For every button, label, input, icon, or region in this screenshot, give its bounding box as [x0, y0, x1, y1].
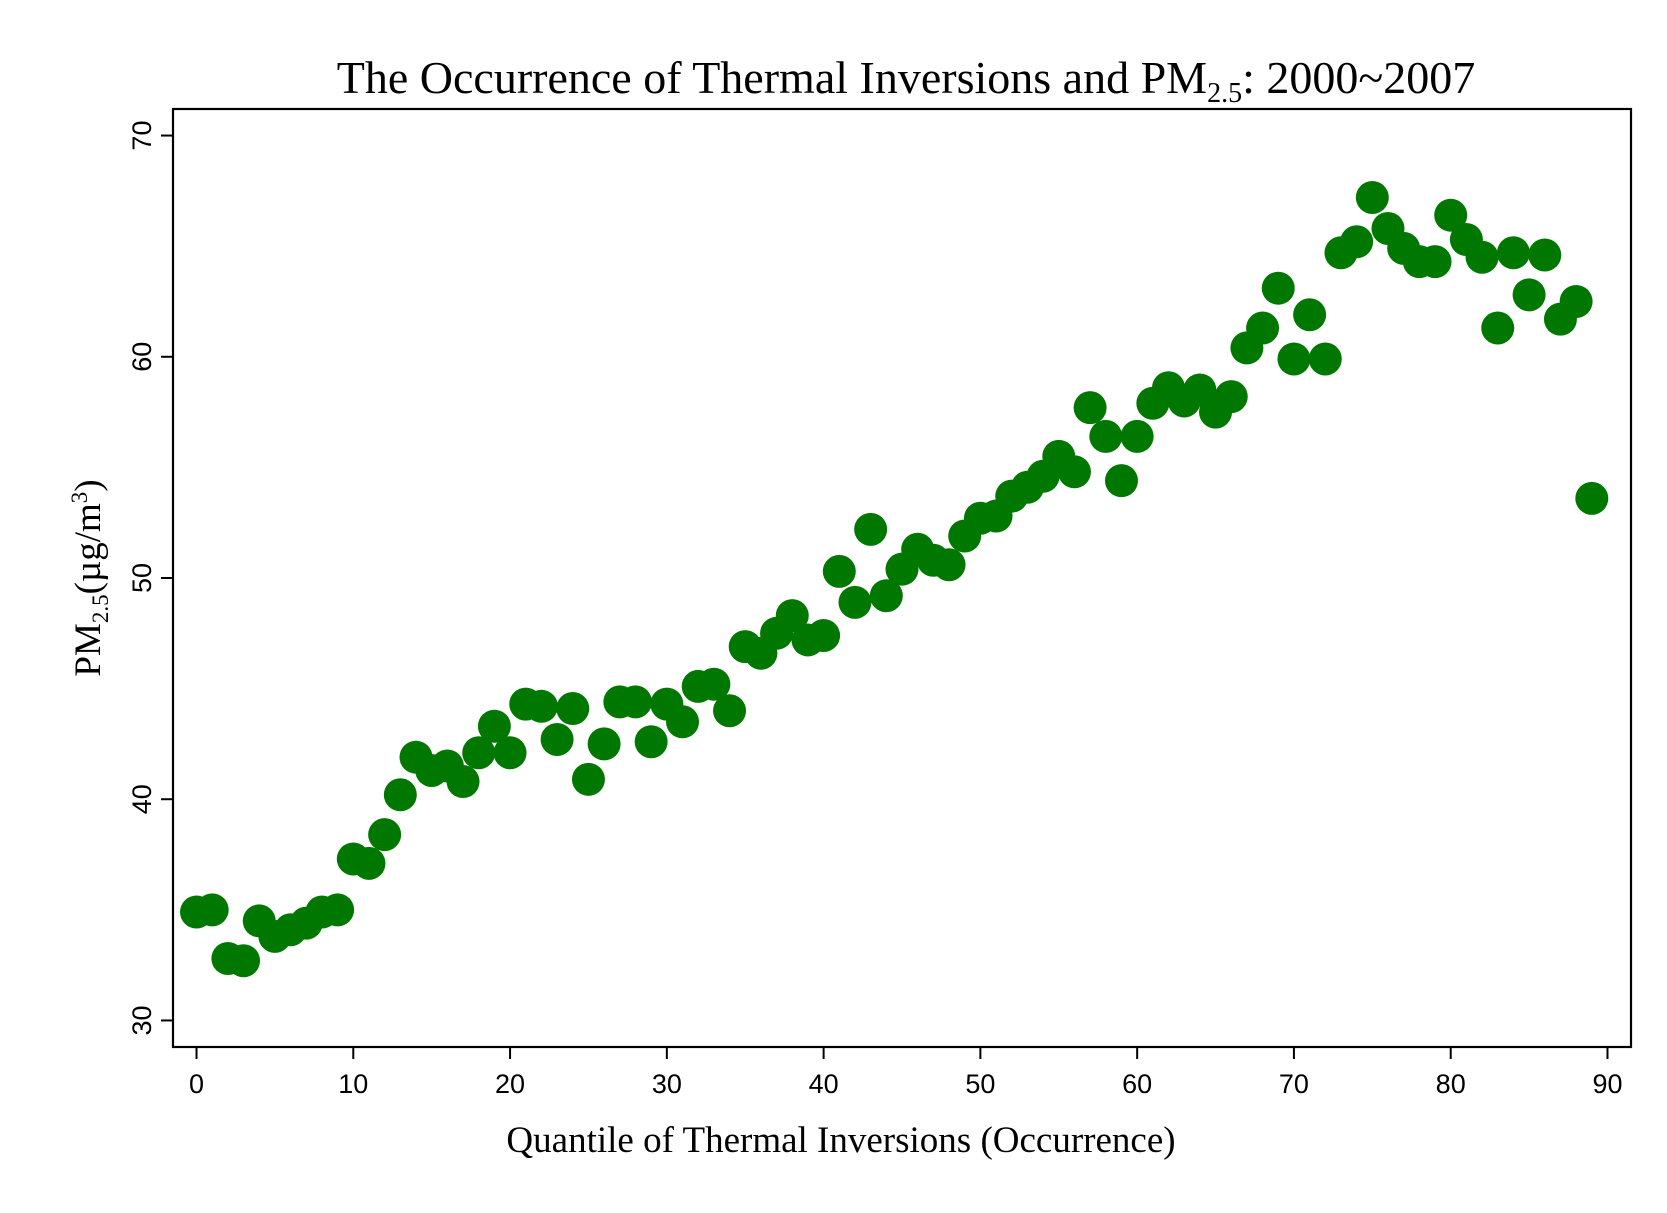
- data-point: [368, 818, 402, 852]
- y-tick-label: 70: [127, 121, 157, 151]
- data-point: [1308, 342, 1342, 376]
- data-point: [618, 685, 652, 719]
- data-point: [1465, 240, 1499, 274]
- data-point: [807, 619, 841, 653]
- data-point: [1481, 311, 1515, 345]
- data-point: [1355, 180, 1389, 214]
- y-tick-label: 60: [127, 342, 157, 372]
- data-point: [1293, 298, 1327, 332]
- data-point: [540, 722, 574, 756]
- data-point: [1073, 391, 1107, 425]
- data-point: [1575, 481, 1609, 515]
- data-point: [462, 736, 496, 770]
- data-point: [1418, 245, 1452, 279]
- y-axis: 30 40 50 60 70: [127, 121, 173, 1035]
- data-point: [1120, 419, 1154, 453]
- data-point: [697, 667, 731, 701]
- y-tick-label: 40: [127, 784, 157, 814]
- x-tick-label: 50: [965, 1069, 995, 1099]
- x-tick-label: 80: [1436, 1069, 1466, 1099]
- y-tick-label: 30: [127, 1005, 157, 1035]
- data-point: [932, 548, 966, 582]
- data-point: [838, 585, 872, 619]
- data-point: [1496, 236, 1530, 270]
- data-point: [1261, 271, 1295, 305]
- x-tick-label: 60: [1122, 1069, 1152, 1099]
- x-axis-label: Quantile of Thermal Inversions (Occurren…: [506, 1120, 1175, 1161]
- data-point: [352, 846, 386, 880]
- chart-title: The Occurrence of Thermal Inversions and…: [337, 52, 1475, 109]
- x-tick-label: 90: [1592, 1069, 1622, 1099]
- y-tick-label: 50: [127, 563, 157, 593]
- data-point: [822, 554, 856, 588]
- data-point: [1340, 225, 1374, 259]
- x-tick-label: 30: [652, 1069, 682, 1099]
- data-point: [227, 944, 261, 978]
- data-point: [383, 778, 417, 812]
- y-axis-label: PM2.5(µg/m3): [67, 479, 113, 676]
- data-point: [1246, 311, 1280, 345]
- data-point: [524, 689, 558, 723]
- data-point: [321, 893, 355, 927]
- data-point: [571, 762, 605, 796]
- data-point: [666, 705, 700, 739]
- data-point: [1559, 284, 1593, 318]
- data-point: [1528, 238, 1562, 272]
- data-point: [1434, 198, 1468, 232]
- data-point: [195, 893, 229, 927]
- data-point: [477, 709, 511, 743]
- data-point: [1104, 464, 1138, 498]
- data-point: [556, 692, 590, 726]
- data-point: [1512, 278, 1546, 312]
- x-axis: 0 10 20 30 40 50 60 70 80 90: [189, 1047, 1623, 1099]
- data-points: [180, 180, 1609, 978]
- data-point: [869, 579, 903, 613]
- x-tick-label: 20: [495, 1069, 525, 1099]
- data-point: [493, 736, 527, 770]
- x-tick-label: 0: [189, 1069, 204, 1099]
- data-point: [1057, 455, 1091, 489]
- data-point: [1089, 419, 1123, 453]
- data-point: [854, 512, 888, 546]
- data-point: [634, 725, 668, 759]
- data-point: [587, 727, 621, 761]
- data-point: [1214, 380, 1248, 414]
- x-tick-label: 70: [1279, 1069, 1309, 1099]
- data-point: [1277, 342, 1311, 376]
- data-point: [775, 599, 809, 633]
- data-point: [713, 694, 747, 728]
- x-tick-label: 40: [809, 1069, 839, 1099]
- data-point: [446, 765, 480, 799]
- x-tick-label: 10: [338, 1069, 368, 1099]
